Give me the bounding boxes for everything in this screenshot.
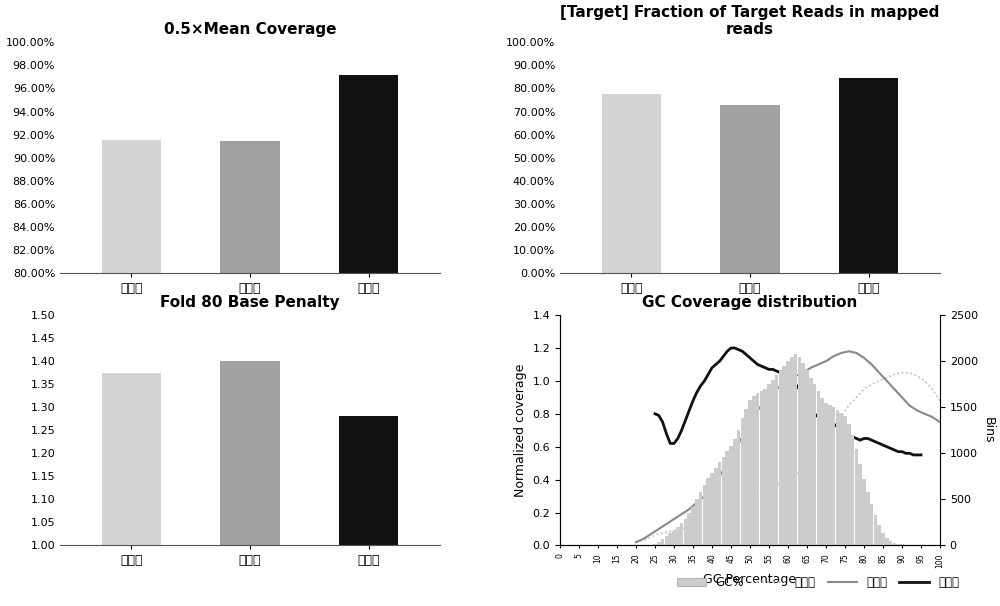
Bar bbox=[858, 464, 862, 545]
Bar bbox=[703, 485, 706, 545]
Bar bbox=[725, 451, 729, 545]
Bar bbox=[722, 457, 725, 545]
Bar bbox=[657, 542, 661, 545]
Bar bbox=[676, 527, 680, 545]
Bar bbox=[220, 141, 280, 606]
Bar bbox=[820, 398, 824, 545]
Bar bbox=[737, 430, 740, 545]
Bar bbox=[767, 384, 771, 545]
Bar bbox=[847, 424, 851, 545]
Bar bbox=[748, 400, 752, 545]
Bar bbox=[733, 439, 737, 545]
Bar bbox=[786, 361, 790, 545]
Bar bbox=[687, 513, 691, 545]
Bar bbox=[794, 354, 797, 545]
Bar bbox=[801, 363, 805, 545]
X-axis label: GC Percentage: GC Percentage bbox=[703, 573, 797, 586]
Bar bbox=[706, 478, 710, 545]
Bar bbox=[102, 373, 161, 545]
Bar bbox=[817, 391, 820, 545]
Bar bbox=[680, 524, 683, 545]
Bar bbox=[710, 473, 714, 545]
Bar bbox=[763, 389, 767, 545]
Bar bbox=[672, 531, 676, 545]
Bar bbox=[805, 370, 809, 545]
Bar bbox=[684, 519, 687, 545]
Bar bbox=[809, 378, 813, 545]
Bar bbox=[900, 544, 904, 545]
Title: Fold 80 Base Penalty: Fold 80 Base Penalty bbox=[160, 295, 340, 310]
Bar bbox=[828, 405, 832, 545]
Y-axis label: Normalized coverage: Normalized coverage bbox=[514, 364, 527, 497]
Bar bbox=[668, 533, 672, 545]
Bar bbox=[782, 366, 786, 545]
Bar bbox=[756, 393, 759, 545]
Bar bbox=[790, 356, 794, 545]
Bar bbox=[885, 538, 889, 545]
Legend: GC%, 对照组, 竞品组, 优化组: GC%, 对照组, 竞品组, 优化组 bbox=[672, 571, 964, 594]
Bar bbox=[744, 409, 748, 545]
Bar bbox=[775, 375, 778, 545]
Bar bbox=[741, 418, 744, 545]
Bar bbox=[889, 541, 892, 545]
Bar bbox=[779, 370, 782, 545]
Title: [Target] Fraction of Target Reads in mapped
reads: [Target] Fraction of Target Reads in map… bbox=[560, 5, 940, 37]
Bar bbox=[771, 379, 775, 545]
Bar bbox=[720, 105, 780, 273]
Bar bbox=[881, 533, 885, 545]
Bar bbox=[665, 536, 668, 545]
Bar bbox=[862, 479, 866, 545]
Bar bbox=[843, 416, 847, 545]
Bar bbox=[874, 515, 877, 545]
Bar bbox=[718, 462, 721, 545]
Bar bbox=[220, 361, 280, 545]
Bar bbox=[866, 492, 870, 545]
Bar bbox=[870, 504, 873, 545]
Y-axis label: Bins: Bins bbox=[982, 417, 995, 444]
Bar bbox=[661, 539, 664, 545]
Bar bbox=[339, 416, 398, 545]
Bar bbox=[695, 499, 699, 545]
Bar bbox=[836, 410, 839, 545]
Bar bbox=[102, 140, 161, 606]
Title: GC Coverage distribution: GC Coverage distribution bbox=[642, 295, 858, 310]
Bar bbox=[877, 525, 881, 545]
Bar bbox=[893, 542, 896, 545]
Bar bbox=[752, 396, 756, 545]
Bar bbox=[855, 448, 858, 545]
Bar bbox=[839, 413, 843, 545]
Bar bbox=[729, 446, 733, 545]
Bar bbox=[839, 78, 898, 273]
Bar bbox=[813, 384, 816, 545]
Bar bbox=[851, 435, 854, 545]
Bar bbox=[691, 507, 695, 545]
Bar bbox=[339, 75, 398, 606]
Bar bbox=[896, 544, 900, 545]
Bar bbox=[699, 492, 702, 545]
Bar bbox=[798, 356, 801, 545]
Bar bbox=[714, 468, 718, 545]
Bar bbox=[760, 391, 763, 545]
Bar bbox=[653, 544, 657, 545]
Bar bbox=[832, 407, 835, 545]
Bar bbox=[824, 402, 828, 545]
Title: 0.5×Mean Coverage: 0.5×Mean Coverage bbox=[164, 22, 336, 37]
Bar bbox=[602, 94, 661, 273]
